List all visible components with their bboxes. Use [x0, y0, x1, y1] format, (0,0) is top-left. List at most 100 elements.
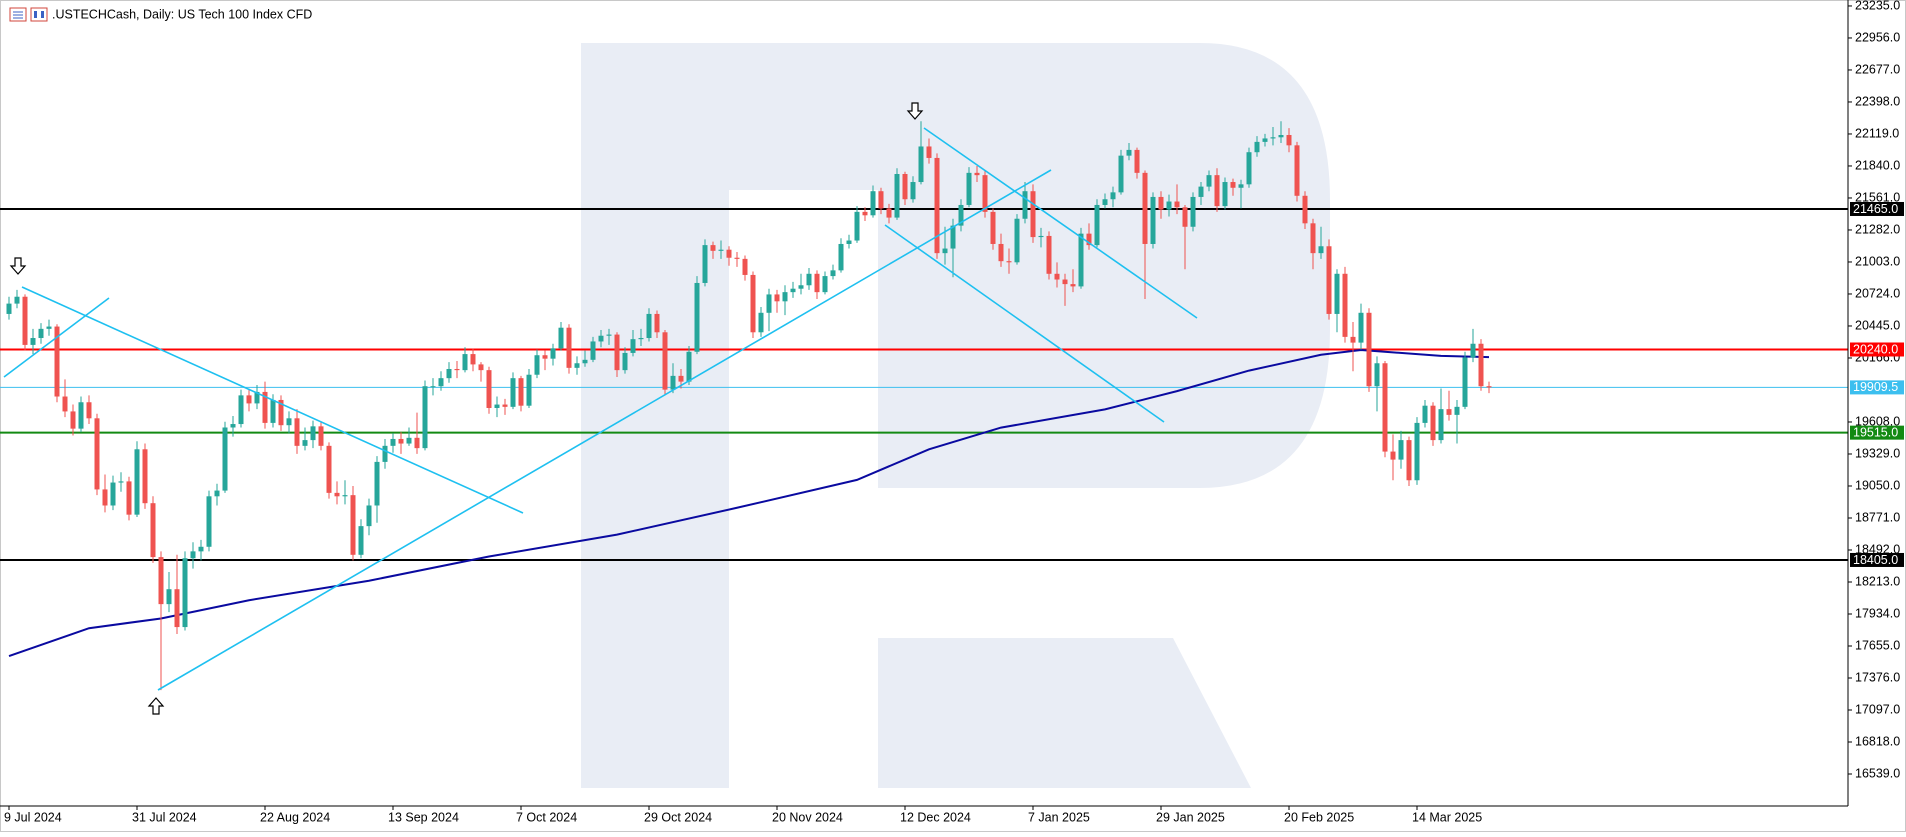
candle-body — [526, 374, 532, 406]
x-tick-label: 13 Sep 2024 — [388, 810, 459, 824]
candle-body — [670, 375, 676, 390]
candle-body — [166, 589, 172, 605]
candle-body — [230, 424, 236, 428]
candle-body — [1422, 405, 1428, 423]
candle-body — [46, 326, 52, 329]
level-label: 21465.0 — [1853, 202, 1898, 216]
candle-body — [518, 378, 524, 406]
trendline — [923, 127, 1198, 319]
candle-body — [294, 418, 300, 446]
candle-body — [1294, 145, 1300, 196]
y-tick-label: 22398.0 — [1855, 94, 1900, 108]
candle-body — [734, 257, 740, 259]
candle-body — [638, 338, 644, 340]
y-tick-label: 23235.0 — [1855, 0, 1900, 12]
x-tick-label: 20 Nov 2024 — [772, 810, 843, 824]
candle-body — [54, 326, 60, 397]
candle-body — [30, 338, 36, 345]
candle-body — [286, 418, 292, 426]
candle-body — [174, 589, 180, 628]
candle-body — [462, 354, 468, 371]
candle-body — [918, 146, 924, 183]
candle-body — [1278, 135, 1284, 138]
y-tick-label: 20724.0 — [1855, 286, 1900, 300]
x-tick-label: 31 Jul 2024 — [132, 810, 197, 824]
candle-body — [1230, 182, 1236, 188]
candle-body — [1038, 235, 1044, 238]
candle-body — [1126, 149, 1132, 156]
candle-body — [1046, 235, 1052, 274]
candle-body — [1430, 405, 1436, 441]
header: .USTECHCash, Daily: US Tech 100 Index CF… — [9, 7, 312, 22]
trendline — [157, 169, 1052, 691]
candle-body — [1158, 196, 1164, 210]
candle-body — [542, 355, 548, 359]
candle-body — [1286, 135, 1292, 146]
icon — [30, 7, 48, 22]
candle-body — [1110, 192, 1116, 200]
watermark-leg — [878, 638, 1251, 788]
candle-body — [694, 282, 700, 352]
candle-body — [1118, 155, 1124, 193]
candle-body — [990, 211, 996, 244]
candle-body — [1206, 175, 1212, 187]
candle-body — [822, 276, 828, 293]
candle-body — [1470, 343, 1476, 358]
moving-average — [8, 348, 1490, 658]
candle-body — [510, 378, 516, 407]
candle-body — [486, 370, 492, 408]
x-tick-label: 9 Jul 2024 — [4, 810, 62, 824]
candle-body — [358, 526, 364, 555]
candle-body — [742, 258, 748, 275]
y-tick-label: 16818.0 — [1855, 734, 1900, 748]
level-label-box — [1850, 552, 1904, 567]
candle-body — [1086, 233, 1092, 246]
candle-body — [870, 191, 876, 216]
candle-body — [254, 391, 260, 404]
candle-body — [702, 245, 708, 283]
candle-body — [790, 288, 796, 293]
x-tick-label: 7 Jan 2025 — [1028, 810, 1090, 824]
candle-body — [262, 391, 268, 423]
candle-body — [1366, 312, 1372, 387]
candle-body — [1006, 261, 1012, 263]
candle-body — [310, 426, 316, 441]
candle-body — [1150, 196, 1156, 244]
candle-body — [1030, 191, 1036, 238]
candle-body — [718, 249, 724, 251]
candle-body — [678, 375, 684, 382]
y-tick-label: 18213.0 — [1855, 574, 1900, 588]
candle-body — [838, 243, 844, 271]
candle-body — [622, 352, 628, 371]
y-tick-label: 21003.0 — [1855, 254, 1900, 268]
candle-body — [774, 294, 780, 302]
y-tick-label: 22677.0 — [1855, 62, 1900, 76]
level-label-box — [1850, 425, 1904, 440]
candle-body — [926, 146, 932, 158]
candle-body — [190, 551, 196, 559]
candle-body — [1022, 191, 1028, 219]
candle-body — [198, 546, 204, 552]
candle-body — [1302, 195, 1308, 224]
candle-body — [1446, 409, 1452, 415]
candle-body — [494, 404, 500, 408]
candle-body — [910, 182, 916, 200]
candle-body — [478, 364, 484, 371]
candle-body — [750, 274, 756, 333]
candle-body — [342, 495, 348, 497]
y-tick-label: 18492.0 — [1855, 542, 1900, 556]
y-tick-label: 17097.0 — [1855, 702, 1900, 716]
candle-body — [126, 481, 132, 515]
candle-body — [662, 332, 668, 390]
plot-area — [0, 121, 1848, 691]
candle-body — [22, 296, 28, 345]
x-tick-label: 29 Jan 2025 — [1156, 810, 1225, 824]
candle-body — [1374, 363, 1380, 387]
level-label: 19909.5 — [1853, 380, 1898, 394]
candle-body — [118, 481, 124, 483]
y-tick-label: 21840.0 — [1855, 158, 1900, 172]
candle-body — [1262, 138, 1268, 142]
icon-bar — [41, 11, 44, 18]
candle-body — [1078, 233, 1084, 287]
